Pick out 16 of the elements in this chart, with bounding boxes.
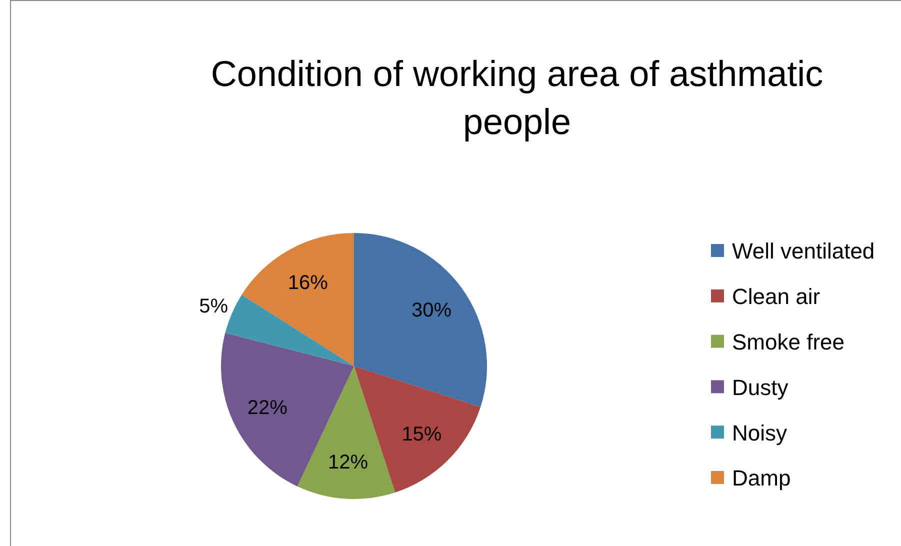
pie-slice	[242, 233, 354, 366]
data-label: 30%	[411, 300, 452, 322]
legend-label: Smoke free	[732, 330, 844, 354]
data-label: 5%	[199, 295, 228, 318]
legend-label: Dusty	[732, 374, 788, 400]
legend-label: Noisy	[732, 420, 788, 446]
pie-slice	[297, 366, 396, 499]
data-label: 16%	[288, 272, 328, 294]
legend-label: Well ventilated	[732, 238, 875, 264]
pie-slice	[354, 233, 487, 408]
legend-label: Clean air	[732, 284, 820, 310]
data-label: 15%	[402, 424, 442, 446]
data-label: 12%	[328, 452, 368, 474]
legend-label: Damp	[732, 466, 791, 491]
data-label: 22%	[247, 396, 288, 419]
chart-title: Condition of working area of asthmatic people	[210, 53, 824, 142]
